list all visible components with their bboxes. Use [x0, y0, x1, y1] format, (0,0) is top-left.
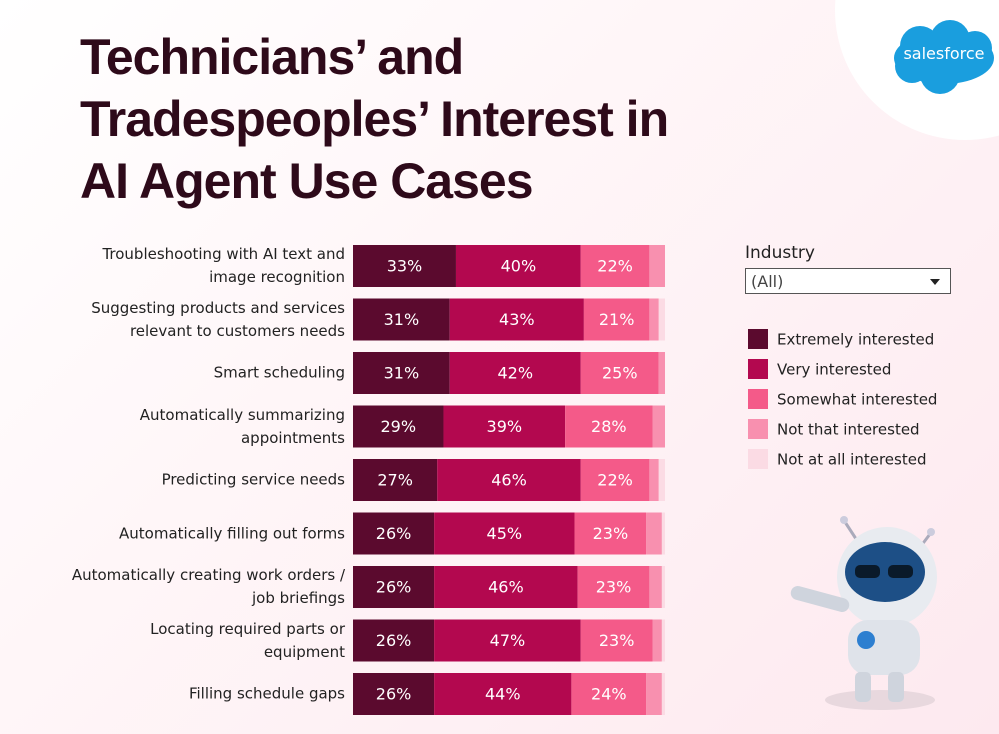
legend-label: Somewhat interested — [777, 391, 937, 409]
legend-label: Not that interested — [777, 421, 920, 439]
robot — [790, 516, 937, 710]
bar-segment — [571, 673, 647, 715]
filter-dropdown[interactable]: (All) — [745, 268, 951, 294]
value-label: 43% — [499, 310, 535, 329]
bar-segment — [353, 459, 438, 501]
bar-segment — [661, 512, 665, 555]
value-label: 26% — [376, 524, 412, 543]
bar-segment — [437, 459, 581, 501]
category-label: Troubleshooting with AI text and image r… — [102, 245, 345, 286]
bar-segment — [577, 566, 650, 608]
bar-segment — [652, 619, 662, 662]
category-label: Filling schedule gaps — [188, 684, 345, 703]
value-label: 45% — [487, 524, 523, 543]
logo-text: salesforce — [903, 44, 985, 63]
bar-segment — [661, 673, 665, 715]
value-label: 22% — [597, 257, 633, 276]
value-label: 27% — [377, 471, 413, 490]
bar-segment — [353, 673, 435, 715]
value-label: 31% — [384, 310, 420, 329]
category-label: Predicting service needs — [161, 470, 345, 489]
filter-value: (All) — [751, 272, 784, 291]
bar-segment — [353, 352, 450, 394]
bar-segment — [658, 352, 665, 394]
bar-segment — [353, 512, 435, 555]
bar-segment — [649, 566, 662, 608]
logo — [894, 20, 994, 94]
bar-segment — [649, 298, 659, 341]
value-label: 25% — [602, 364, 638, 383]
value-label: 23% — [593, 524, 629, 543]
legend-swatch — [748, 329, 768, 349]
legend-swatch — [748, 359, 768, 379]
legend-swatch — [748, 449, 768, 469]
value-label: 42% — [497, 364, 533, 383]
legend-swatch — [748, 419, 768, 439]
bar-segment — [646, 673, 662, 715]
dropdown-arrow — [930, 279, 940, 290]
bar-segment — [443, 405, 566, 448]
category-label: Automatically summarizing appointments — [139, 405, 345, 447]
value-label: 46% — [488, 578, 524, 597]
legend-label: Very interested — [777, 361, 891, 379]
bar-segment — [565, 405, 653, 448]
value-label: 26% — [376, 685, 412, 704]
bar-segment — [353, 619, 435, 662]
filter-label: Industry — [745, 243, 815, 263]
bar-segment — [353, 245, 456, 287]
bar-segment — [580, 352, 659, 394]
value-label: 31% — [384, 364, 420, 383]
value-label: 24% — [591, 685, 627, 704]
bar-segment — [646, 512, 662, 555]
value-label: 46% — [491, 471, 527, 490]
bar-segment — [652, 405, 665, 448]
bar-segment — [353, 405, 444, 448]
value-label: 39% — [487, 417, 523, 436]
legend-label: Extremely interested — [777, 331, 934, 349]
bar-segment — [583, 298, 650, 341]
category-label: Locating required parts or equipment — [150, 619, 345, 661]
bar-segment — [658, 298, 665, 341]
value-label: 22% — [597, 471, 633, 490]
bar-segment — [661, 619, 665, 662]
bar-segment — [449, 298, 584, 341]
bar-segment — [455, 245, 581, 287]
bar-segment — [649, 245, 665, 287]
bar-segment — [649, 459, 659, 501]
bar-segment — [434, 512, 575, 555]
bar-segment — [449, 352, 581, 394]
value-label: 26% — [376, 631, 412, 650]
value-label: 33% — [387, 257, 423, 276]
value-label: 29% — [380, 417, 416, 436]
chart-title: Technicians’ and Tradespeoples’ Interest… — [80, 29, 669, 209]
bar-segment — [580, 459, 650, 501]
legend-swatch — [748, 389, 768, 409]
bar-segment — [580, 245, 650, 287]
bar-segment — [434, 619, 581, 662]
bar-segment — [661, 566, 665, 608]
bar-segment — [353, 298, 450, 341]
value-label: 23% — [596, 578, 632, 597]
bar-segment — [574, 512, 647, 555]
category-label: Automatically creating work orders / job… — [71, 566, 345, 607]
value-label: 44% — [485, 685, 521, 704]
category-label: Suggesting products and services relevan… — [91, 298, 345, 340]
value-label: 23% — [599, 631, 635, 650]
legend-label: Not at all interested — [777, 451, 926, 469]
value-label: 26% — [376, 578, 412, 597]
bar-segment — [434, 566, 578, 608]
value-label: 40% — [501, 257, 537, 276]
bar-segment — [353, 566, 435, 608]
category-label: Automatically filling out forms — [119, 524, 345, 542]
value-label: 28% — [591, 417, 627, 436]
bar-segment — [580, 619, 653, 662]
value-label: 21% — [599, 310, 635, 329]
bar-segment — [434, 673, 572, 715]
bar-segment — [658, 459, 665, 501]
value-label: 47% — [490, 631, 526, 650]
category-label: Smart scheduling — [213, 363, 345, 382]
